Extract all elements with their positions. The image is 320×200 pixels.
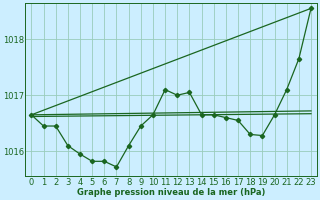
X-axis label: Graphe pression niveau de la mer (hPa): Graphe pression niveau de la mer (hPa) [77,188,265,197]
